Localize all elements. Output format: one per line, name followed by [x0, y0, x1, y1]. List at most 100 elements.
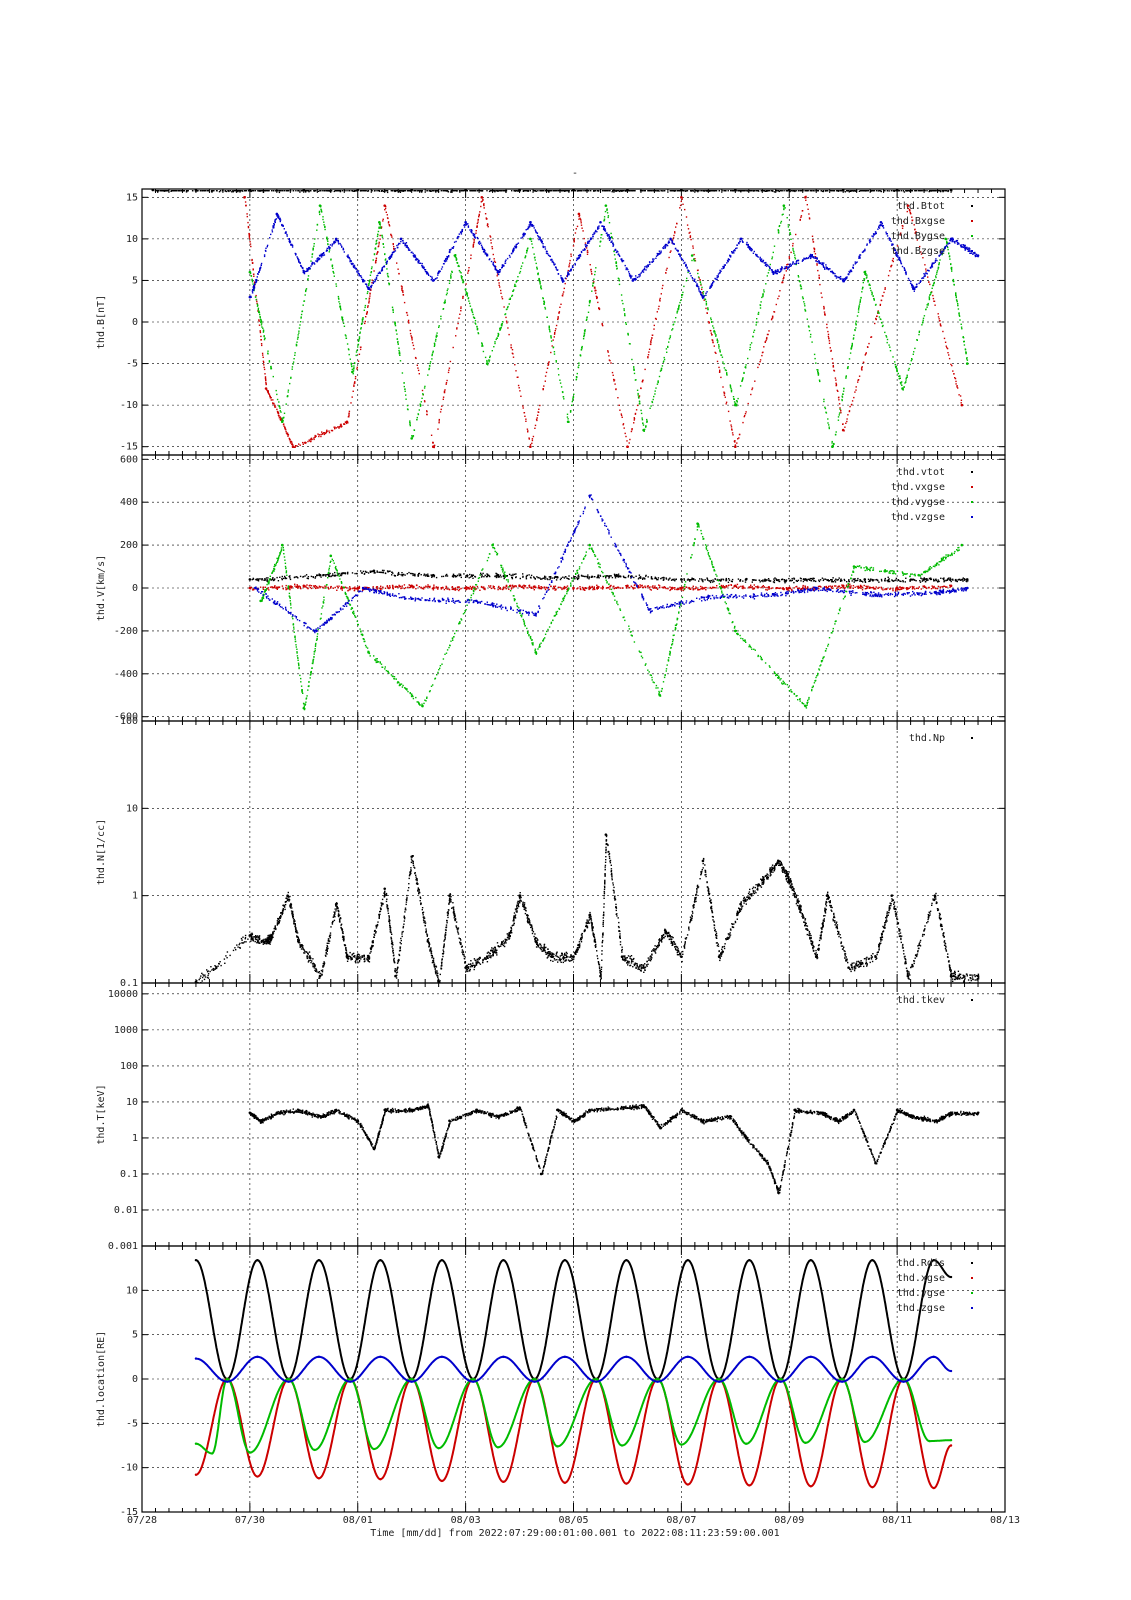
- data-point: [619, 409, 621, 411]
- data-point: [508, 254, 511, 257]
- data-point: [816, 264, 818, 266]
- data-point: [446, 257, 449, 259]
- data-point: [352, 370, 355, 372]
- data-point: [391, 236, 393, 238]
- data-point: [283, 412, 286, 414]
- data-point: [922, 257, 924, 259]
- data-point: [296, 338, 299, 340]
- data-point: [936, 271, 938, 274]
- data-point: [922, 319, 924, 321]
- data-point: [294, 445, 297, 447]
- data-point: [855, 320, 857, 322]
- data-point: [666, 244, 669, 247]
- data-point: [634, 379, 637, 381]
- data-point: [734, 444, 737, 446]
- data-point: [613, 379, 616, 381]
- data-point: [531, 439, 534, 442]
- data-point: [286, 433, 289, 436]
- data-point: [548, 325, 550, 327]
- data-point: [390, 233, 392, 236]
- data-point: [801, 210, 804, 212]
- data-point: [912, 353, 914, 355]
- data-point: [835, 431, 837, 433]
- data-point: [391, 190, 393, 192]
- data-point: [622, 260, 625, 262]
- data-point: [354, 377, 357, 380]
- data-point: [486, 359, 488, 362]
- data-point: [867, 190, 870, 192]
- data-point: [701, 293, 703, 296]
- data-point: [792, 262, 794, 264]
- data-point: [307, 440, 309, 443]
- data-point: [695, 281, 697, 283]
- data-point: [457, 236, 459, 238]
- data-point: [394, 322, 396, 324]
- data-point: [903, 220, 905, 223]
- data-point: [729, 386, 732, 388]
- data-point: [552, 346, 555, 348]
- data-point: [314, 190, 316, 192]
- data-point: [836, 389, 838, 392]
- data-point: [792, 263, 794, 265]
- data-point: [407, 321, 410, 323]
- data-point: [251, 278, 253, 281]
- data-point: [769, 263, 771, 266]
- data-point: [734, 445, 737, 448]
- data-point: [320, 209, 323, 211]
- data-point: [824, 407, 827, 410]
- data-point: [789, 232, 791, 234]
- data-point: [779, 190, 782, 192]
- data-point: [627, 333, 629, 335]
- data-point: [281, 224, 283, 227]
- data-point: [624, 314, 626, 316]
- data-point: [346, 190, 348, 192]
- data-point: [622, 424, 624, 426]
- data-point: [411, 435, 413, 437]
- data-point: [864, 249, 866, 252]
- data-point: [554, 190, 557, 192]
- data-point: [640, 409, 642, 412]
- data-point: [345, 335, 347, 337]
- data-point: [656, 311, 658, 313]
- data-point: [606, 209, 608, 212]
- data-point: [823, 308, 825, 310]
- data-point: [379, 226, 382, 228]
- data-point: [353, 384, 355, 386]
- data-point: [715, 190, 718, 192]
- data-point: [898, 256, 901, 259]
- data-point: [455, 256, 457, 259]
- data-point: [500, 323, 503, 326]
- data-point: [417, 367, 419, 369]
- data-point: [461, 277, 463, 280]
- data-point: [323, 252, 325, 254]
- data-point: [633, 279, 636, 281]
- data-point: [608, 355, 610, 357]
- data-point: [808, 218, 811, 220]
- data-point: [840, 277, 842, 280]
- data-point: [536, 417, 538, 419]
- data-point: [318, 259, 320, 261]
- data-point: [548, 190, 550, 192]
- data-point: [780, 270, 782, 272]
- data-point: [363, 279, 365, 282]
- data-point: [401, 240, 404, 242]
- data-point: [388, 257, 390, 259]
- data-point: [921, 324, 923, 326]
- data-point: [487, 226, 489, 228]
- data-point: [258, 312, 261, 314]
- data-point: [417, 262, 419, 264]
- data-point: [354, 382, 356, 384]
- y-tick-label: 15: [126, 192, 138, 203]
- data-point: [347, 416, 350, 418]
- data-point: [486, 190, 488, 192]
- data-point: [721, 268, 723, 270]
- data-point: [598, 307, 600, 309]
- data-point: [959, 395, 962, 397]
- data-point: [619, 190, 621, 193]
- data-point: [333, 241, 335, 243]
- data-point: [438, 326, 440, 328]
- data-point: [550, 336, 552, 338]
- data-point: [816, 369, 818, 371]
- data-point: [453, 190, 455, 192]
- data-point: [851, 342, 853, 345]
